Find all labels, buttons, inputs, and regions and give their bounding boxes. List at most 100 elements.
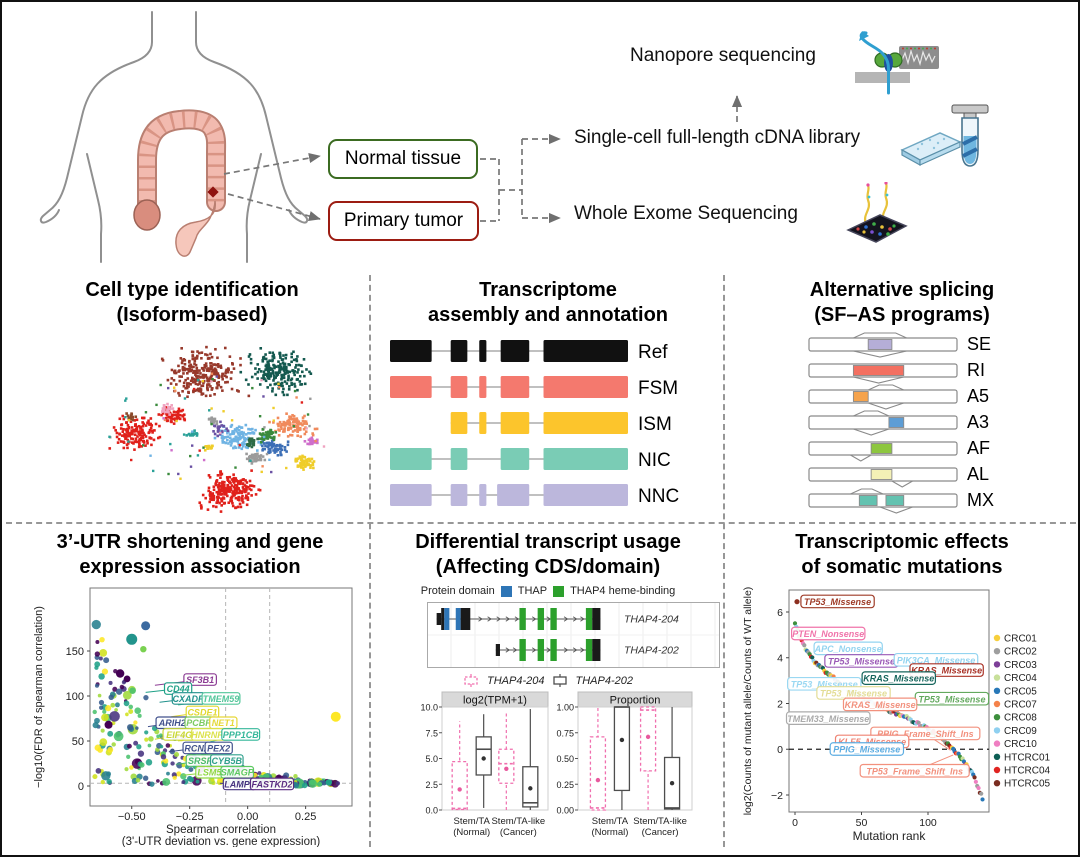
svg-text:MX: MX <box>967 490 994 510</box>
svg-text:(3'-UTR deviation vs. gene exp: (3'-UTR deviation vs. gene expression) <box>122 836 321 847</box>
tumor-marker <box>207 186 219 198</box>
svg-text:0: 0 <box>792 817 798 829</box>
svg-text:0.00: 0.00 <box>556 806 574 816</box>
svg-text:TP53_Missense: TP53_Missense <box>804 597 871 607</box>
splicing-title-line2: (SF–AS programs) <box>814 304 990 326</box>
mutations-scatter-plot: −2 0 2 4 6 0 50 100 log2(Counts of mutant allele… <box>742 587 1051 843</box>
cecum <box>133 199 161 231</box>
svg-text:50: 50 <box>856 817 868 829</box>
normal-tissue-label: Normal tissue <box>344 148 462 169</box>
primary-tumor-label: Primary tumor <box>343 210 464 231</box>
splicing-panel-title: Alternative splicing (SF–AS programs) <box>730 278 1074 328</box>
svg-text:NIC: NIC <box>638 450 671 471</box>
tube-cap <box>951 104 989 114</box>
tsne-plot <box>108 345 326 513</box>
assembly-title-line1: Transcriptome <box>479 279 617 301</box>
utr-scatter-plot: 0 50 100 150 −0.50 −0.25 0.00 0.25 −log10(FDR of… <box>33 587 353 847</box>
utr-title-line1: 3’-UTR shortening and gene <box>56 531 324 553</box>
svg-text:ISM: ISM <box>638 414 672 435</box>
human-body-colon-illustration <box>39 11 309 263</box>
svg-text:100: 100 <box>66 691 84 703</box>
svg-text:CRC02: CRC02 <box>1004 647 1037 658</box>
svg-text:PPIG_Frame_Shift_Ins: PPIG_Frame_Shift_Ins <box>877 729 974 739</box>
svg-text:A5: A5 <box>967 386 989 406</box>
svg-text:2.5: 2.5 <box>425 780 438 790</box>
svg-text:0.50: 0.50 <box>556 754 574 764</box>
svg-text:log2(TPM+1): log2(TPM+1) <box>463 695 527 707</box>
svg-text:CYB5B: CYB5B <box>212 756 243 766</box>
svg-text:KRAS_Missense: KRAS_Missense <box>845 700 916 710</box>
mutations-title-line2: of somatic mutations <box>801 556 1003 578</box>
svg-text:−0.50: −0.50 <box>118 811 146 823</box>
splicing-title-line1: Alternative splicing <box>809 279 995 301</box>
svg-text:PIK3CA_Missense: PIK3CA_Missense <box>897 655 976 665</box>
svg-text:FSM: FSM <box>638 378 678 399</box>
thap4-gene-model: THAP4-204 THAP4-202 <box>427 602 720 668</box>
row-separator <box>6 522 1076 524</box>
thap-domain-label: THAP <box>517 585 548 597</box>
svg-text:AL: AL <box>967 464 989 484</box>
dtu-boxplots: log2(TPM+1)0.02.55.07.510.0Stem/TA(Norma… <box>420 691 693 838</box>
svg-text:−log10(FDR of spearman correla: −log10(FDR of spearman correlation) <box>33 606 45 788</box>
nanopore-icon <box>855 31 939 95</box>
cdna-plate-and-tube-icon <box>900 104 989 167</box>
svg-text:10.0: 10.0 <box>420 703 438 713</box>
thap4-202-label: THAP4-202 <box>575 674 633 687</box>
splicing-events-diagram: SE RI A5 A3 AF AL MX <box>808 332 994 514</box>
svg-text:Stem/TA: Stem/TA <box>454 816 491 827</box>
svg-text:150: 150 <box>66 646 84 658</box>
dtu-title-line2: (Affecting CDS/domain) <box>435 556 661 578</box>
svg-text:TP53_Missense: TP53_Missense <box>918 694 985 704</box>
svg-text:RI: RI <box>967 360 985 380</box>
svg-text:CRC08: CRC08 <box>1004 713 1037 724</box>
svg-text:CRC07: CRC07 <box>1004 700 1037 711</box>
svg-text:Stem/TA-like: Stem/TA-like <box>491 816 545 827</box>
protein-domain-legend: Protein domain THAP THAP4 heme-binding <box>382 585 714 597</box>
svg-text:5.0: 5.0 <box>425 754 438 764</box>
utr-title-line2: expression association <box>79 556 301 578</box>
svg-text:CD44: CD44 <box>167 684 190 694</box>
svg-text:0.25: 0.25 <box>295 811 316 823</box>
svg-text:0.25: 0.25 <box>556 780 574 790</box>
svg-text:CRC05: CRC05 <box>1004 686 1037 697</box>
celltype-panel-title: Cell type identification (Isoform-based) <box>20 278 364 328</box>
svg-text:A3: A3 <box>967 412 989 432</box>
svg-text:Ref: Ref <box>638 342 668 363</box>
svg-text:(Cancer): (Cancer) <box>500 827 537 838</box>
svg-text:TP53_Missense: TP53_Missense <box>820 689 887 699</box>
mutations-panel-title: Transcriptomic effects of somatic mutati… <box>730 530 1074 580</box>
svg-text:Mutation rank: Mutation rank <box>853 829 927 843</box>
svg-text:KLF5_Missense: KLF5_Missense <box>838 737 906 747</box>
svg-text:TP53_Frame_Shift_Ins: TP53_Frame_Shift_Ins <box>866 766 963 776</box>
primary-tumor-box: Primary tumor <box>328 201 479 241</box>
svg-text:THAP4-204: THAP4-204 <box>624 614 679 626</box>
svg-text:SF3B1: SF3B1 <box>186 675 214 685</box>
svg-text:AF: AF <box>967 438 990 458</box>
wes-chip-icon <box>846 182 908 243</box>
svg-text:APC_Nonsense: APC_Nonsense <box>814 644 882 654</box>
svg-text:0.00: 0.00 <box>237 811 258 823</box>
svg-text:TP53_Missense: TP53_Missense <box>791 679 858 689</box>
svg-text:Stem/TA: Stem/TA <box>592 816 629 827</box>
svg-text:TP53_Missense: TP53_Missense <box>828 657 895 667</box>
assembly-panel-title: Transcriptome assembly and annotation <box>378 278 718 328</box>
nanopore-sequencing-label: Nanopore sequencing <box>630 45 816 66</box>
mutations-title-line1: Transcriptomic effects <box>795 531 1009 553</box>
svg-text:Spearman correlation: Spearman correlation <box>166 824 276 836</box>
svg-text:log2(Counts of mutant allele/C: log2(Counts of mutant allele/Counts of W… <box>742 587 754 816</box>
svg-text:0.75: 0.75 <box>556 728 574 738</box>
utr-panel-title: 3’-UTR shortening and gene expression as… <box>14 530 366 580</box>
svg-text:HNRNPK: HNRNPK <box>191 730 231 740</box>
thap4-204-label: THAP4-204 <box>487 674 545 687</box>
svg-text:6: 6 <box>777 607 783 619</box>
svg-text:CRC10: CRC10 <box>1004 739 1037 750</box>
svg-text:4: 4 <box>777 653 783 665</box>
svg-text:2: 2 <box>777 698 783 710</box>
svg-text:(Normal): (Normal) <box>591 827 628 838</box>
svg-text:SRSF4: SRSF4 <box>188 756 217 766</box>
svg-text:PPIG_Missense: PPIG_Missense <box>833 745 900 755</box>
svg-text:Proportion: Proportion <box>610 695 661 707</box>
svg-text:50: 50 <box>72 736 84 748</box>
thap-domain-swatch <box>500 585 512 597</box>
